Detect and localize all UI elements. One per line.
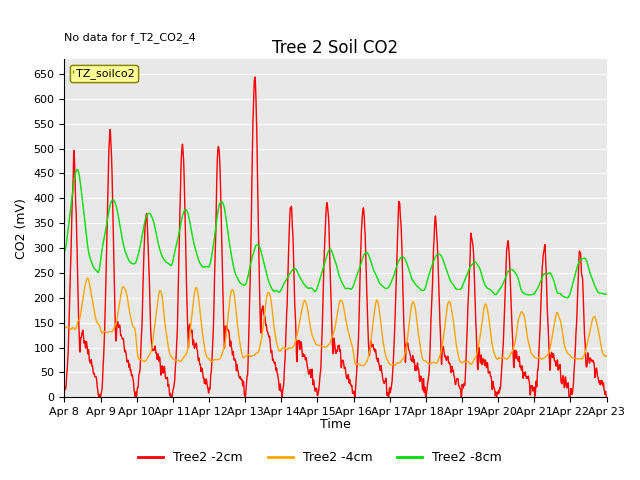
- Tree2 -8cm: [570, 276, 578, 281]
- Tree2 -2cm: [251, 74, 259, 80]
- Legend: TZ_soilco2: TZ_soilco2: [70, 64, 138, 82]
- Tree2 -4cm: [556, 314, 563, 320]
- Line: Tree2 -8cm: Tree2 -8cm: [65, 169, 607, 298]
- Tree2 -2cm: [212, 241, 220, 247]
- Line: Tree2 -4cm: Tree2 -4cm: [65, 278, 607, 365]
- Tree2 -2cm: [351, 391, 359, 397]
- Tree2 -2cm: [493, 391, 501, 397]
- Tree2 -2cm: [603, 395, 611, 400]
- Tree2 -8cm: [351, 277, 359, 283]
- Tree2 -4cm: [493, 356, 501, 362]
- Line: Tree2 -2cm: Tree2 -2cm: [65, 77, 607, 397]
- Tree2 -4cm: [84, 275, 92, 281]
- Tree2 -8cm: [603, 291, 611, 297]
- Legend: Tree2 -2cm, Tree2 -4cm, Tree2 -8cm: Tree2 -2cm, Tree2 -4cm, Tree2 -8cm: [133, 446, 507, 469]
- Title: Tree 2 Soil CO2: Tree 2 Soil CO2: [273, 39, 399, 58]
- Tree2 -2cm: [570, 366, 578, 372]
- Tree2 -2cm: [555, 363, 563, 369]
- Tree2 -8cm: [212, 224, 220, 230]
- Tree2 -4cm: [364, 358, 371, 363]
- Tree2 -2cm: [61, 383, 68, 389]
- Tree2 -4cm: [570, 355, 578, 361]
- Tree2 -4cm: [603, 353, 611, 359]
- Tree2 -4cm: [212, 357, 220, 362]
- Tree2 -4cm: [61, 324, 68, 330]
- Tree2 -8cm: [61, 249, 68, 254]
- X-axis label: Time: Time: [320, 419, 351, 432]
- Text: No data for f_T2_CO2_4: No data for f_T2_CO2_4: [65, 32, 196, 43]
- Tree2 -8cm: [555, 290, 563, 296]
- Y-axis label: CO2 (mV): CO2 (mV): [15, 198, 28, 259]
- Tree2 -8cm: [74, 167, 81, 172]
- Tree2 -4cm: [358, 362, 365, 368]
- Tree2 -4cm: [351, 361, 359, 367]
- Tree2 -2cm: [363, 296, 371, 302]
- Tree2 -8cm: [493, 290, 501, 296]
- Tree2 -8cm: [563, 295, 571, 301]
- Tree2 -8cm: [363, 250, 371, 255]
- Tree2 -2cm: [566, 395, 573, 400]
